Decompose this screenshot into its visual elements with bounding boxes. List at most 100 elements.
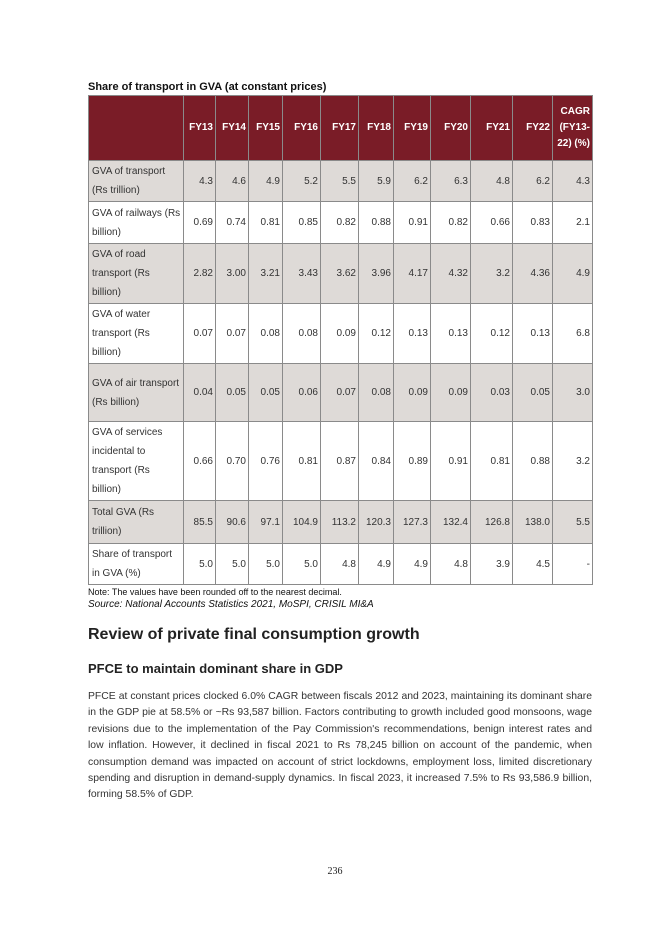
column-header: FY15	[248, 95, 283, 161]
table-row: GVA of air transport (Rs billion) 0.04 0.0…	[88, 363, 593, 422]
table-cell: 4.3	[552, 160, 593, 202]
table-cell: 0.13	[512, 303, 553, 364]
table-cell: 5.2	[282, 160, 321, 202]
table-cell: 0.87	[320, 421, 359, 501]
column-header: FY18	[358, 95, 394, 161]
table-cell: 0.74	[215, 201, 249, 244]
table-cell: 4.32	[430, 243, 471, 304]
column-header: FY17	[320, 95, 359, 161]
table-cell: 0.91	[430, 421, 471, 501]
column-header	[88, 95, 184, 161]
table-cell: 0.88	[358, 201, 394, 244]
table-cell: 3.43	[282, 243, 321, 304]
page-number: 236	[327, 866, 343, 877]
table-cell: 85.5	[183, 500, 216, 544]
content-flow: Share of transport in GVA (at constant p…	[88, 80, 593, 804]
column-header: FY20	[430, 95, 471, 161]
table-cell: 6.2	[512, 160, 553, 202]
table-cell: 0.84	[358, 421, 394, 501]
column-header: FY19	[393, 95, 431, 161]
table-cell: 0.81	[470, 421, 513, 501]
table-cell: 2.1	[552, 201, 593, 244]
table-cell: 6.3	[430, 160, 471, 202]
table-cell: 0.70	[215, 421, 249, 501]
table-cell: 0.09	[393, 363, 431, 422]
table-note: Note: The values have been rounded off t…	[88, 587, 342, 597]
table-cell: 0.08	[248, 303, 283, 364]
row-label: GVA of water transport (Rs billion)	[88, 303, 184, 364]
table-source: Source: National Accounts Statistics 202…	[88, 599, 374, 610]
table-cell: 0.82	[320, 201, 359, 244]
table-cell: 0.91	[393, 201, 431, 244]
section-title: Review of private final consumption grow…	[88, 626, 420, 643]
table-cell: 0.81	[282, 421, 321, 501]
row-label: GVA of services incidental to transport …	[88, 421, 184, 501]
table-cell: -	[552, 543, 593, 585]
body-paragraph: PFCE at constant prices clocked 6.0% CAG…	[88, 691, 592, 801]
column-header: CAGR (FY13-22) (%)	[552, 95, 593, 161]
row-label: Share of transport in GVA (%)	[88, 543, 184, 585]
table-cell: 0.82	[430, 201, 471, 244]
table-cell: 0.07	[183, 303, 216, 364]
table-cell: 0.66	[183, 421, 216, 501]
table-cell: 0.12	[470, 303, 513, 364]
table-cell: 6.8	[552, 303, 593, 364]
table-header-row: FY13 FY14 FY15 FY16 FY17 FY18 FY19 FY20 FY21 FY22…	[88, 95, 593, 161]
table-cell: 0.07	[320, 363, 359, 422]
table-cell: 4.36	[512, 243, 553, 304]
table-cell: 0.08	[358, 363, 394, 422]
table-cell: 3.62	[320, 243, 359, 304]
table-cell: 0.83	[512, 201, 553, 244]
table-cell: 5.0	[248, 543, 283, 585]
row-label: GVA of road transport (Rs billion)	[88, 243, 184, 304]
column-header: FY13	[183, 95, 216, 161]
table-cell: 0.05	[248, 363, 283, 422]
table-row: GVA of transport (Rs trillion) 4.3 4.6 4.9 5…	[88, 160, 593, 202]
table-cell: 0.08	[282, 303, 321, 364]
table-cell: 5.5	[552, 500, 593, 544]
table-cell: 5.0	[215, 543, 249, 585]
table-cell: 0.81	[248, 201, 283, 244]
table-cell: 4.9	[393, 543, 431, 585]
table-cell: 97.1	[248, 500, 283, 544]
table-cell: 0.13	[430, 303, 471, 364]
table-cell: 0.69	[183, 201, 216, 244]
table-cell: 0.13	[393, 303, 431, 364]
table-cell: 0.06	[282, 363, 321, 422]
table-cell: 0.12	[358, 303, 394, 364]
table-cell: 3.2	[552, 421, 593, 501]
table-cell: 90.6	[215, 500, 249, 544]
table-cell: 127.3	[393, 500, 431, 544]
table-cell: 4.3	[183, 160, 216, 202]
table-cell: 0.07	[215, 303, 249, 364]
row-label: Total GVA (Rs trillion)	[88, 500, 184, 544]
table-cell: 4.8	[430, 543, 471, 585]
table-cell: 0.03	[470, 363, 513, 422]
table-cell: 4.8	[470, 160, 513, 202]
row-label: GVA of air transport (Rs billion)	[88, 363, 184, 422]
table-cell: 3.96	[358, 243, 394, 304]
table-cell: 5.0	[183, 543, 216, 585]
table-cell: 3.2	[470, 243, 513, 304]
table-cell: 0.89	[393, 421, 431, 501]
subsection-title: PFCE to maintain dominant share in GDP	[88, 661, 343, 676]
table-cell: 0.04	[183, 363, 216, 422]
table-cell: 4.9	[358, 543, 394, 585]
row-label: GVA of railways (Rs billion)	[88, 201, 184, 244]
table-cell: 2.82	[183, 243, 216, 304]
column-header: FY14	[215, 95, 249, 161]
table-cell: 0.09	[430, 363, 471, 422]
table-cell: 113.2	[320, 500, 359, 544]
table-row: GVA of services incidental to transport …	[88, 421, 593, 501]
table-cell: 3.00	[215, 243, 249, 304]
table-cell: 0.88	[512, 421, 553, 501]
table-cell: 4.9	[552, 243, 593, 304]
table-cell: 0.85	[282, 201, 321, 244]
table-row: GVA of water transport (Rs billion) 0.07 0…	[88, 303, 593, 364]
table-row: Share of transport in GVA (%) 5.0 5.0 5.0 5.…	[88, 543, 593, 585]
transport-gva-table: FY13 FY14 FY15 FY16 FY17 FY18 FY19 FY20 FY21 FY22…	[88, 95, 593, 585]
table-cell: 0.05	[215, 363, 249, 422]
table-cell: 4.17	[393, 243, 431, 304]
table-cell: 0.76	[248, 421, 283, 501]
table-cell: 0.66	[470, 201, 513, 244]
